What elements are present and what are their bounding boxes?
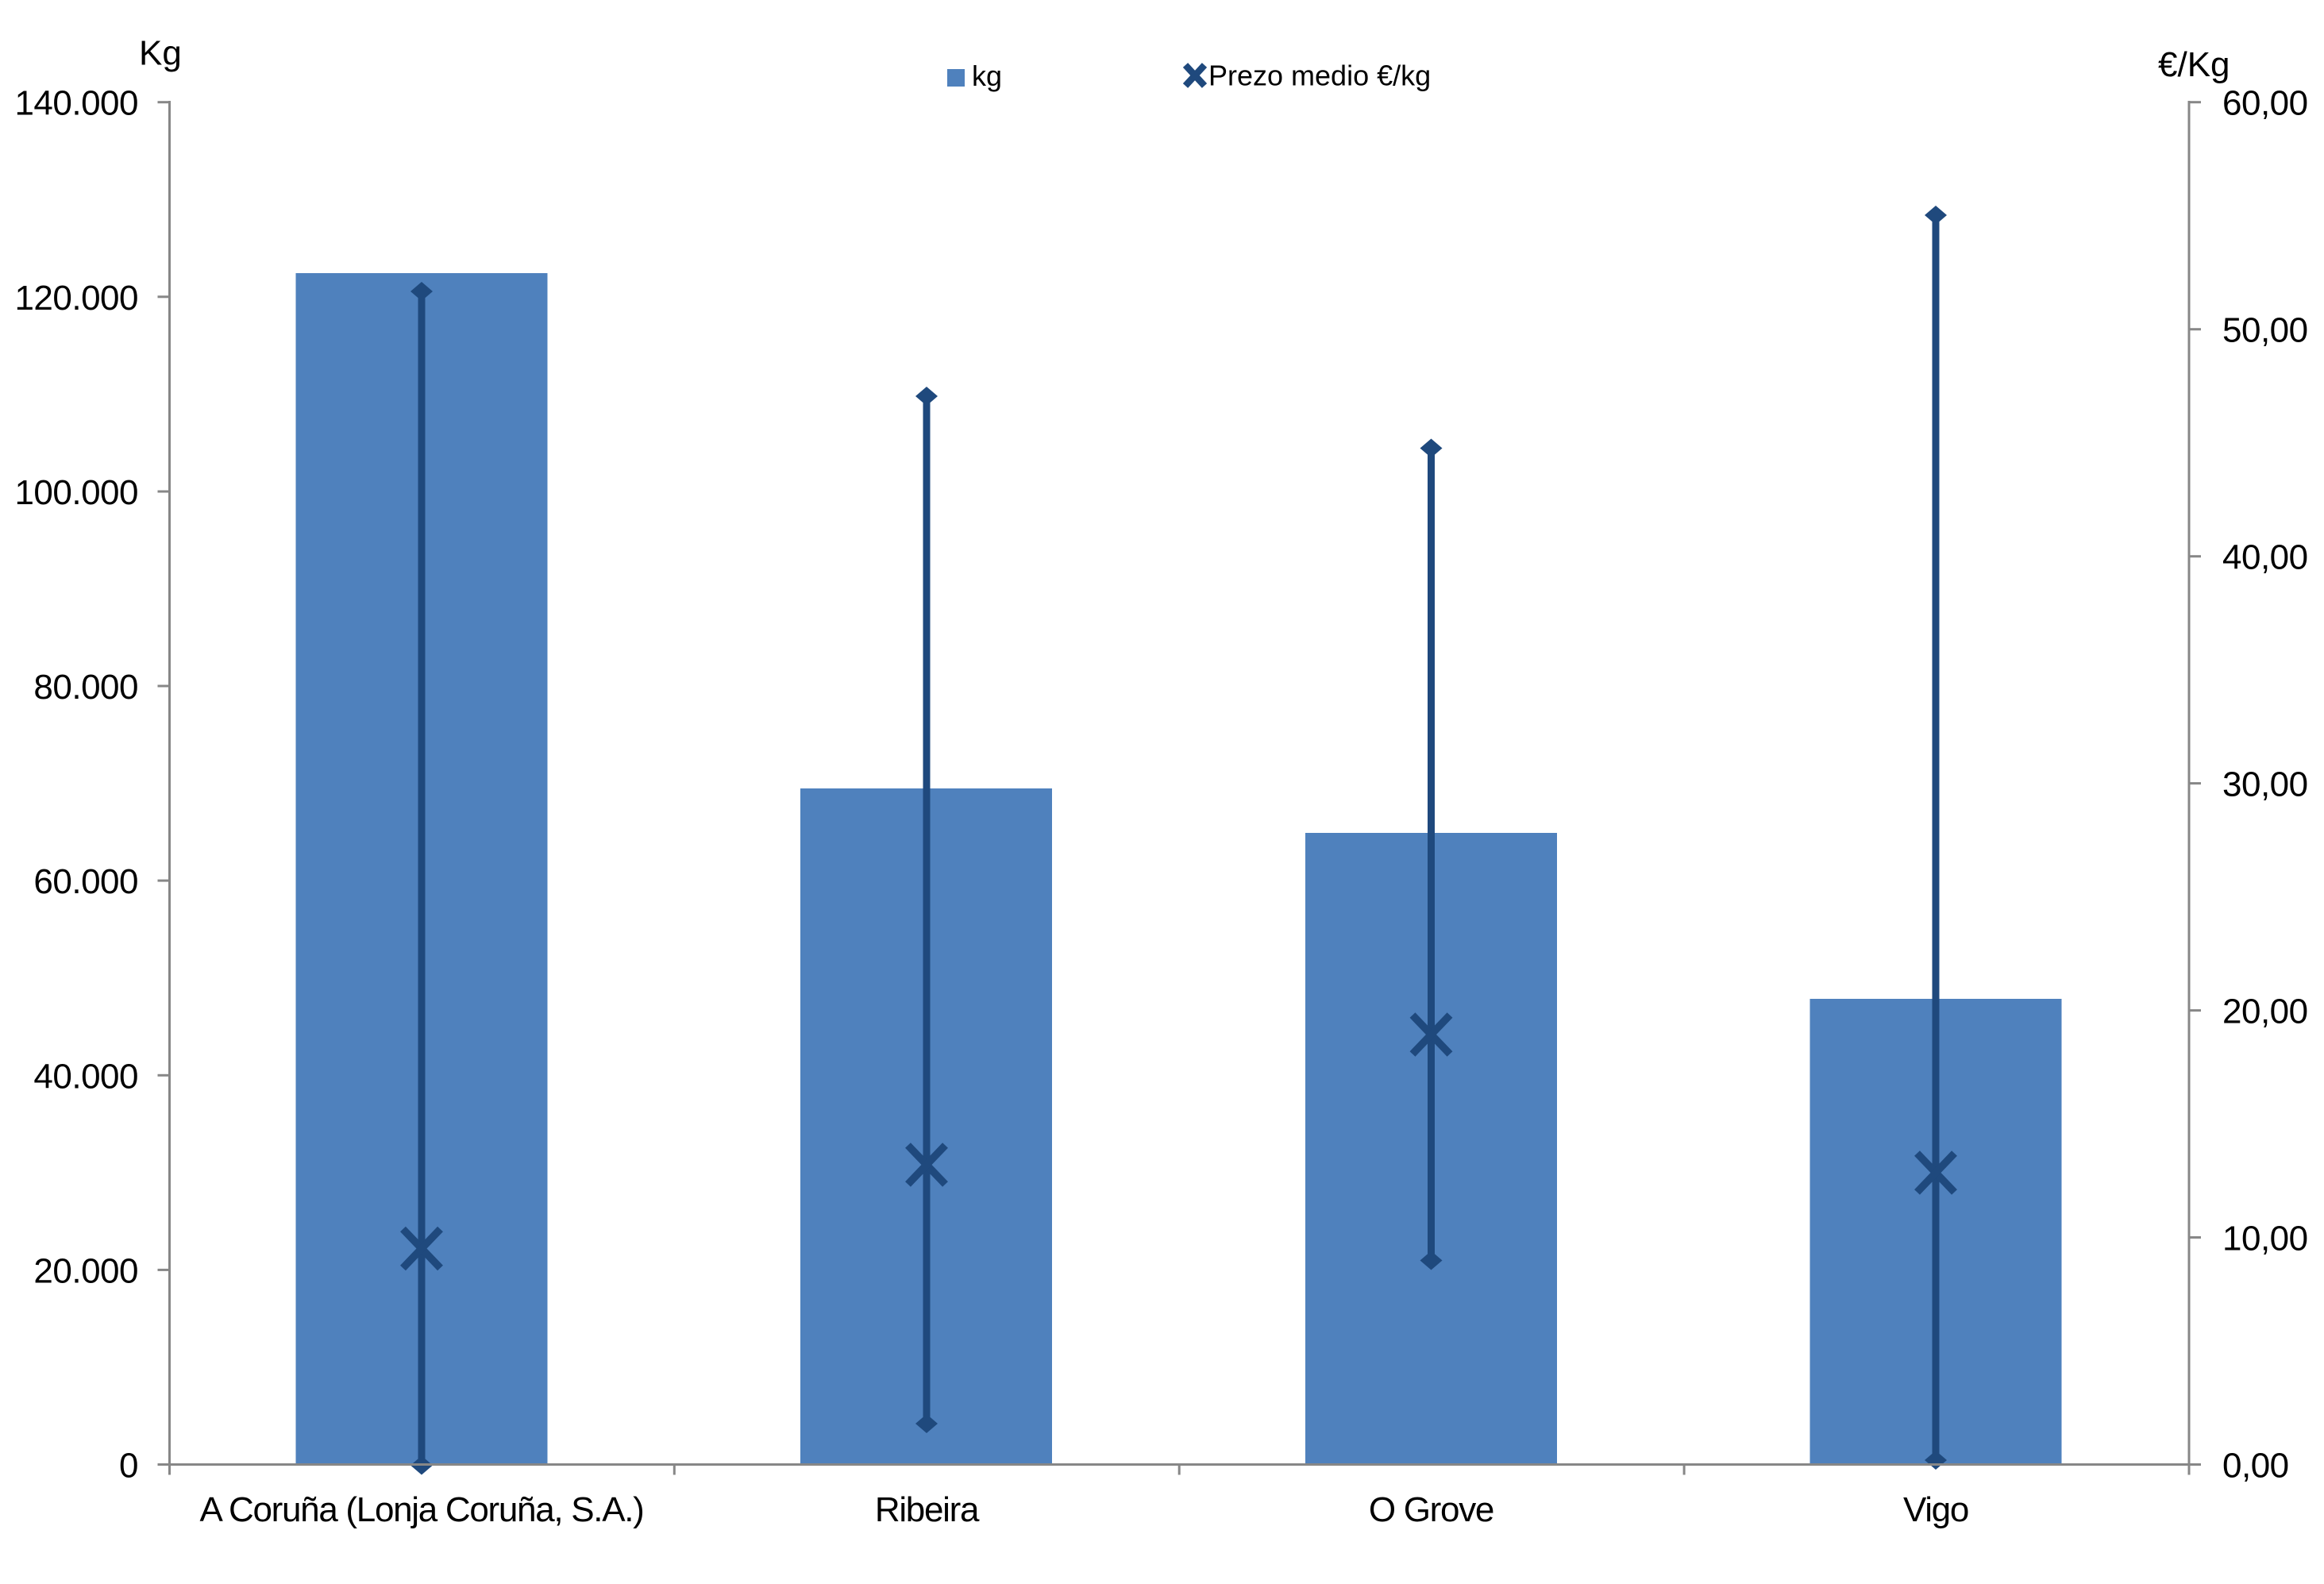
svg-text:kg: kg <box>972 60 1002 92</box>
svg-text:0,00: 0,00 <box>2222 1447 2289 1486</box>
svg-text:60.000: 60.000 <box>33 862 138 901</box>
svg-text:10,00: 10,00 <box>2222 1220 2308 1258</box>
svg-text:Kg: Kg <box>139 34 182 73</box>
svg-text:100.000: 100.000 <box>14 473 138 512</box>
svg-text:120.000: 120.000 <box>14 279 138 318</box>
svg-text:A Coruña (Lonja Coruña, S.A.): A Coruña (Lonja Coruña, S.A.) <box>199 1490 643 1529</box>
svg-text:40.000: 40.000 <box>33 1057 138 1096</box>
svg-text:O Grove: O Grove <box>1369 1490 1493 1529</box>
svg-text:Vigo: Vigo <box>1903 1490 1968 1529</box>
svg-text:20,00: 20,00 <box>2222 992 2308 1031</box>
svg-text:60,00: 60,00 <box>2222 84 2308 123</box>
svg-text:Prezo medio €/kg: Prezo medio €/kg <box>1208 60 1431 92</box>
svg-text:€/Kg: €/Kg <box>2158 45 2230 84</box>
svg-text:0: 0 <box>119 1447 138 1486</box>
svg-text:Ribeira: Ribeira <box>875 1490 980 1529</box>
svg-text:80.000: 80.000 <box>33 668 138 707</box>
svg-text:40,00: 40,00 <box>2222 538 2308 577</box>
svg-text:30,00: 30,00 <box>2222 765 2308 804</box>
svg-text:50,00: 50,00 <box>2222 311 2308 350</box>
svg-text:20.000: 20.000 <box>33 1251 138 1290</box>
svg-text:140.000: 140.000 <box>14 84 138 123</box>
